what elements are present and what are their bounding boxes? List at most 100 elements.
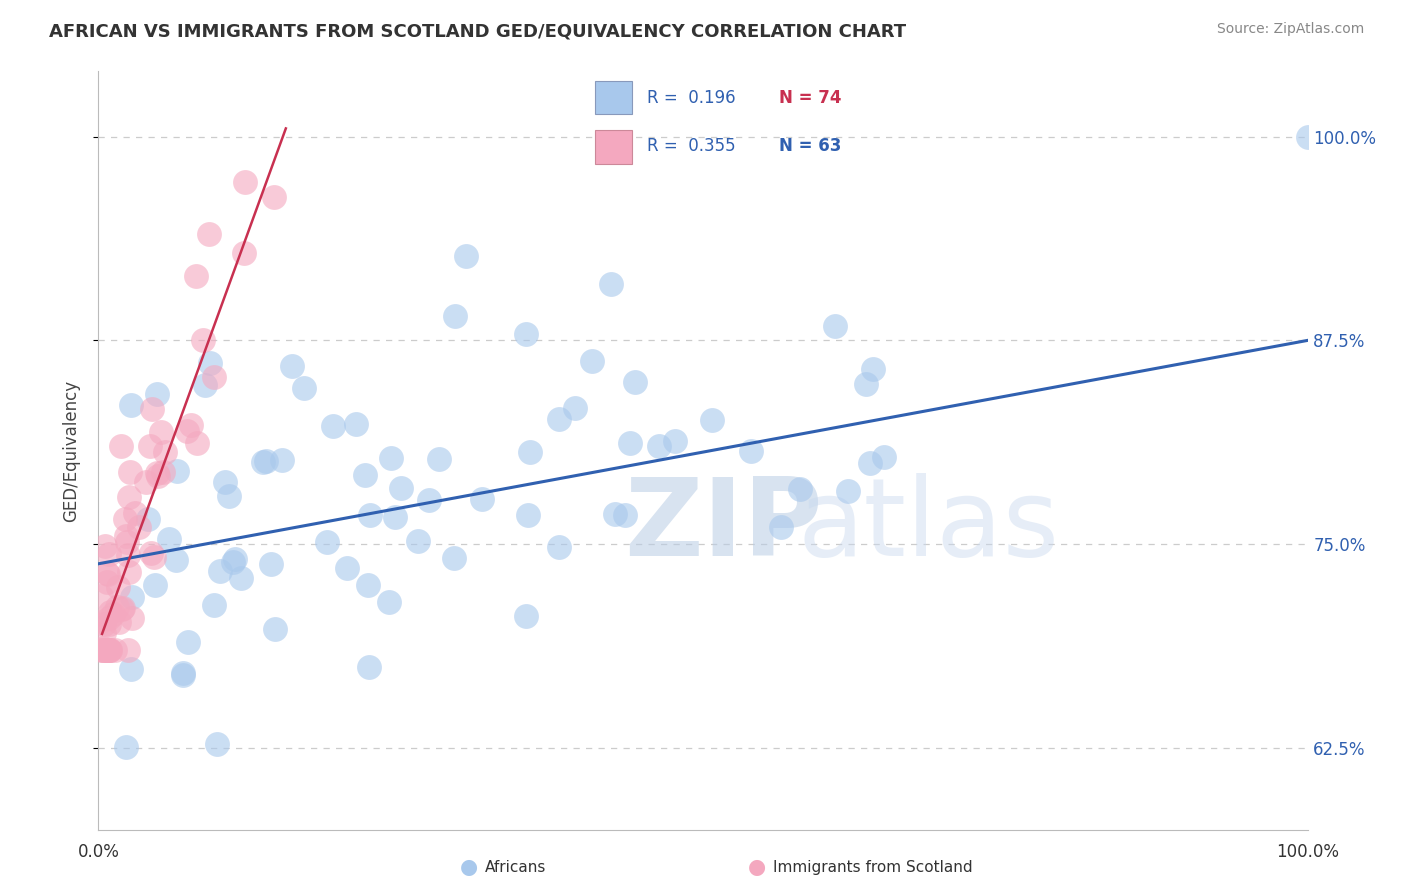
Point [135, 475, 157, 489]
Point [143, 578, 166, 592]
Point [177, 634, 200, 648]
Point [117, 643, 139, 657]
Point [91, 641, 114, 656]
Point [97, 611, 120, 625]
Point [471, 491, 494, 506]
Point [380, 451, 402, 466]
Point [873, 450, 896, 464]
Point [194, 378, 217, 392]
Text: ●: ● [748, 857, 766, 877]
Point [198, 356, 221, 370]
Point [789, 483, 811, 497]
Point [97, 643, 120, 657]
Point [859, 456, 882, 470]
Point [110, 439, 132, 453]
Point [581, 353, 603, 368]
Point [444, 309, 467, 323]
Point [114, 511, 136, 525]
Point [359, 659, 381, 673]
Point [96, 575, 118, 590]
Point [281, 359, 304, 373]
Point [96, 643, 118, 657]
Point [176, 424, 198, 438]
Point [142, 550, 165, 565]
Point [90, 643, 112, 657]
Point [96, 566, 118, 580]
Point [117, 548, 139, 562]
Point [208, 564, 231, 578]
Point [271, 453, 294, 467]
Point [824, 318, 846, 333]
FancyBboxPatch shape [595, 130, 633, 163]
Point [153, 445, 176, 459]
Text: AFRICAN VS IMMIGRANTS FROM SCOTLAND GED/EQUIVALENCY CORRELATION CHART: AFRICAN VS IMMIGRANTS FROM SCOTLAND GED/… [49, 22, 907, 40]
Point [344, 417, 367, 431]
Point [146, 467, 169, 481]
Point [172, 667, 194, 681]
Text: Source: ZipAtlas.com: Source: ZipAtlas.com [1216, 22, 1364, 37]
Point [180, 417, 202, 432]
Point [166, 464, 188, 478]
Point [406, 533, 429, 548]
Point [359, 508, 381, 522]
Point [93, 616, 115, 631]
Point [260, 557, 283, 571]
Point [139, 546, 162, 560]
Point [152, 465, 174, 479]
Point [90, 589, 112, 603]
Point [214, 475, 236, 490]
Point [120, 662, 142, 676]
Point [121, 590, 143, 604]
Point [184, 268, 207, 283]
Point [664, 434, 686, 448]
Point [114, 740, 136, 755]
Point [316, 535, 339, 549]
Point [121, 611, 143, 625]
Point [97, 643, 120, 657]
Point [517, 508, 540, 522]
Point [165, 553, 187, 567]
Point [115, 528, 138, 542]
Point [548, 541, 571, 555]
Point [605, 507, 627, 521]
Point [141, 402, 163, 417]
Point [357, 578, 380, 592]
Point [769, 520, 792, 534]
Point [547, 411, 569, 425]
Point [105, 599, 128, 614]
Point [146, 469, 169, 483]
Point [97, 547, 120, 561]
Point [91, 643, 114, 657]
Point [648, 439, 671, 453]
Point [600, 277, 623, 291]
Point [224, 552, 246, 566]
Point [389, 482, 412, 496]
Text: N = 74: N = 74 [779, 89, 842, 107]
Point [146, 386, 169, 401]
Point [98, 643, 121, 657]
Point [90, 615, 112, 629]
Text: R =  0.196: R = 0.196 [647, 89, 735, 107]
Point [117, 565, 139, 579]
Point [418, 493, 440, 508]
Point [252, 455, 274, 469]
Point [855, 376, 877, 391]
Point [186, 436, 208, 450]
Point [263, 190, 285, 204]
Point [118, 465, 141, 479]
Text: atlas: atlas [797, 474, 1059, 579]
Point [94, 540, 117, 554]
Point [128, 519, 150, 533]
Point [322, 418, 344, 433]
Point [232, 245, 254, 260]
Point [139, 439, 162, 453]
Point [101, 607, 124, 622]
Point [354, 467, 377, 482]
Point [740, 444, 762, 458]
Point [138, 512, 160, 526]
Text: ZIP: ZIP [624, 474, 823, 579]
Point [862, 362, 884, 376]
Point [613, 508, 636, 522]
Point [515, 608, 537, 623]
Point [221, 555, 243, 569]
